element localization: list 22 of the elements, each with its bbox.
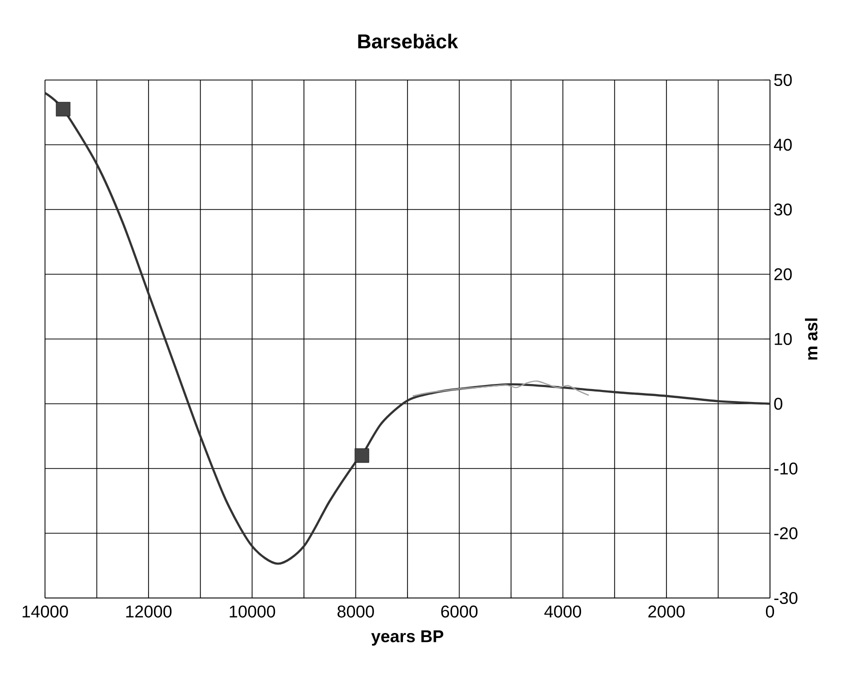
x-tick-label: 14000 (22, 606, 68, 618)
y-tick-label: 30 (774, 203, 792, 216)
x-tick-label: 2000 (648, 606, 685, 618)
x-tick-label: 4000 (544, 606, 582, 618)
x-tick-label: 0 (766, 606, 774, 618)
y-tick-label: -20 (774, 527, 798, 540)
x-tick-label: 12000 (126, 606, 172, 618)
y-tick-label: 0 (774, 398, 782, 410)
y-axis-title: m asl (804, 318, 818, 360)
y-tick-label: 20 (774, 268, 792, 280)
y-tick-label: -10 (774, 462, 798, 475)
line-series (44, 92, 770, 565)
y-tick-label: 50 (774, 74, 792, 86)
y-tick-label: 10 (774, 332, 792, 346)
x-tick-label: 8000 (338, 606, 374, 618)
line-series (412, 380, 590, 397)
y-tick-label: -30 (774, 592, 798, 604)
y-tick-label: 40 (774, 138, 792, 151)
x-axis-title: years BP (371, 630, 444, 646)
chart-title: Barsebäck (358, 34, 458, 48)
x-tick-label: 6000 (441, 606, 478, 618)
x-tick-label: 10000 (230, 606, 276, 618)
